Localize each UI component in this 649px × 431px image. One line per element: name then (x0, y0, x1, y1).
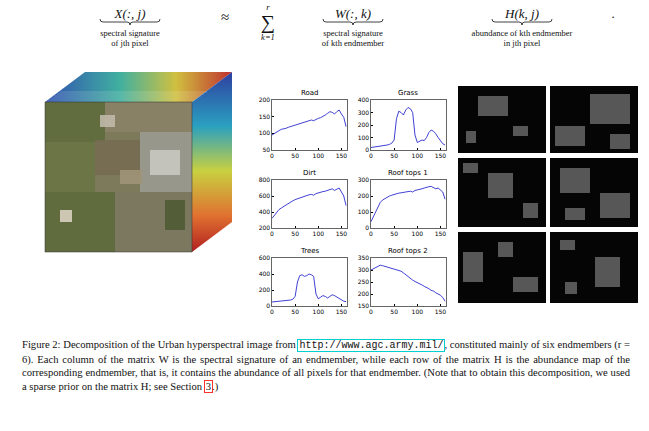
svg-text:r: r (266, 2, 270, 12)
svg-text:250: 250 (358, 278, 370, 285)
svg-text:0: 0 (266, 302, 270, 309)
svg-text:0: 0 (270, 152, 274, 159)
svg-text:300: 300 (358, 176, 370, 183)
svg-text:0: 0 (369, 308, 373, 315)
svg-text:0: 0 (369, 230, 373, 237)
svg-text:200: 200 (358, 290, 370, 297)
svg-text:150: 150 (358, 302, 370, 309)
html-text:Figure 2: Decomposition of the: Figure 2: Decomposition of the Urban hyp… (22, 339, 630, 392)
svg-text:50: 50 (291, 230, 299, 237)
svg-text:50: 50 (390, 308, 398, 315)
svg-text:100: 100 (313, 230, 325, 237)
svg-text:200: 200 (358, 192, 370, 199)
svg-text:150: 150 (336, 152, 348, 159)
svg-text:50: 50 (291, 308, 299, 315)
svg-text:≈: ≈ (221, 9, 229, 25)
svg-text:spectral signature: spectral signature (100, 28, 160, 38)
svg-text:100: 100 (259, 129, 271, 136)
svg-text:600: 600 (259, 192, 271, 199)
svg-text:H(k, j): H(k, j) (504, 6, 539, 21)
svg-text:600: 600 (259, 254, 271, 261)
svg-text:100: 100 (412, 152, 424, 159)
svg-text:0: 0 (369, 152, 373, 159)
svg-text:in jth pixel: in jth pixel (504, 38, 541, 48)
svg-text:0: 0 (270, 230, 274, 237)
svg-text:abundance of kth endmember: abundance of kth endmember (472, 28, 573, 38)
svg-text:200: 200 (259, 224, 271, 231)
svg-text:100: 100 (313, 308, 325, 315)
svg-text:0: 0 (365, 146, 369, 153)
svg-text:300: 300 (358, 109, 370, 116)
svg-text:50: 50 (263, 146, 271, 153)
svg-text:150: 150 (435, 308, 447, 315)
svg-text:400: 400 (259, 208, 271, 215)
svg-text:50: 50 (390, 152, 398, 159)
svg-text:200: 200 (358, 121, 370, 128)
svg-text:∑: ∑ (261, 11, 275, 34)
svg-text:150: 150 (435, 152, 447, 159)
svg-text:Roof tops 1: Roof tops 1 (388, 169, 428, 177)
svg-text:150: 150 (336, 308, 348, 315)
svg-text:Roof tops 2: Roof tops 2 (388, 247, 428, 255)
svg-text:150: 150 (259, 113, 271, 120)
svg-text:of jth pixel: of jth pixel (111, 38, 149, 48)
svg-text:0: 0 (365, 224, 369, 231)
svg-text:0: 0 (270, 308, 274, 315)
svg-text:X(:, j): X(:, j) (113, 6, 145, 21)
svg-text:200: 200 (259, 96, 271, 103)
svg-text:300: 300 (358, 266, 370, 273)
svg-text:100: 100 (358, 134, 370, 141)
svg-text:Dirt: Dirt (303, 169, 316, 177)
svg-text:100: 100 (358, 208, 370, 215)
svg-text:350: 350 (358, 254, 370, 261)
svg-text:200: 200 (259, 286, 271, 293)
svg-text:400: 400 (358, 96, 370, 103)
svg-text:150: 150 (435, 230, 447, 237)
svg-text:100: 100 (412, 308, 424, 315)
svg-text:W(:, k): W(:, k) (335, 6, 371, 21)
svg-text:Trees: Trees (300, 247, 320, 255)
svg-text:Road: Road (301, 89, 319, 97)
svg-text:50: 50 (291, 152, 299, 159)
svg-text:Grass: Grass (398, 89, 418, 97)
svg-text:k=1: k=1 (261, 32, 275, 42)
svg-text:of kth endmember: of kth endmember (322, 38, 384, 48)
svg-text:800: 800 (259, 176, 271, 183)
svg-text:.: . (611, 6, 614, 21)
svg-text:100: 100 (412, 230, 424, 237)
svg-text:150: 150 (336, 230, 348, 237)
svg-text:100: 100 (313, 152, 325, 159)
svg-text:400: 400 (259, 270, 271, 277)
svg-text:spectral signature: spectral signature (323, 28, 383, 38)
svg-text:50: 50 (390, 230, 398, 237)
